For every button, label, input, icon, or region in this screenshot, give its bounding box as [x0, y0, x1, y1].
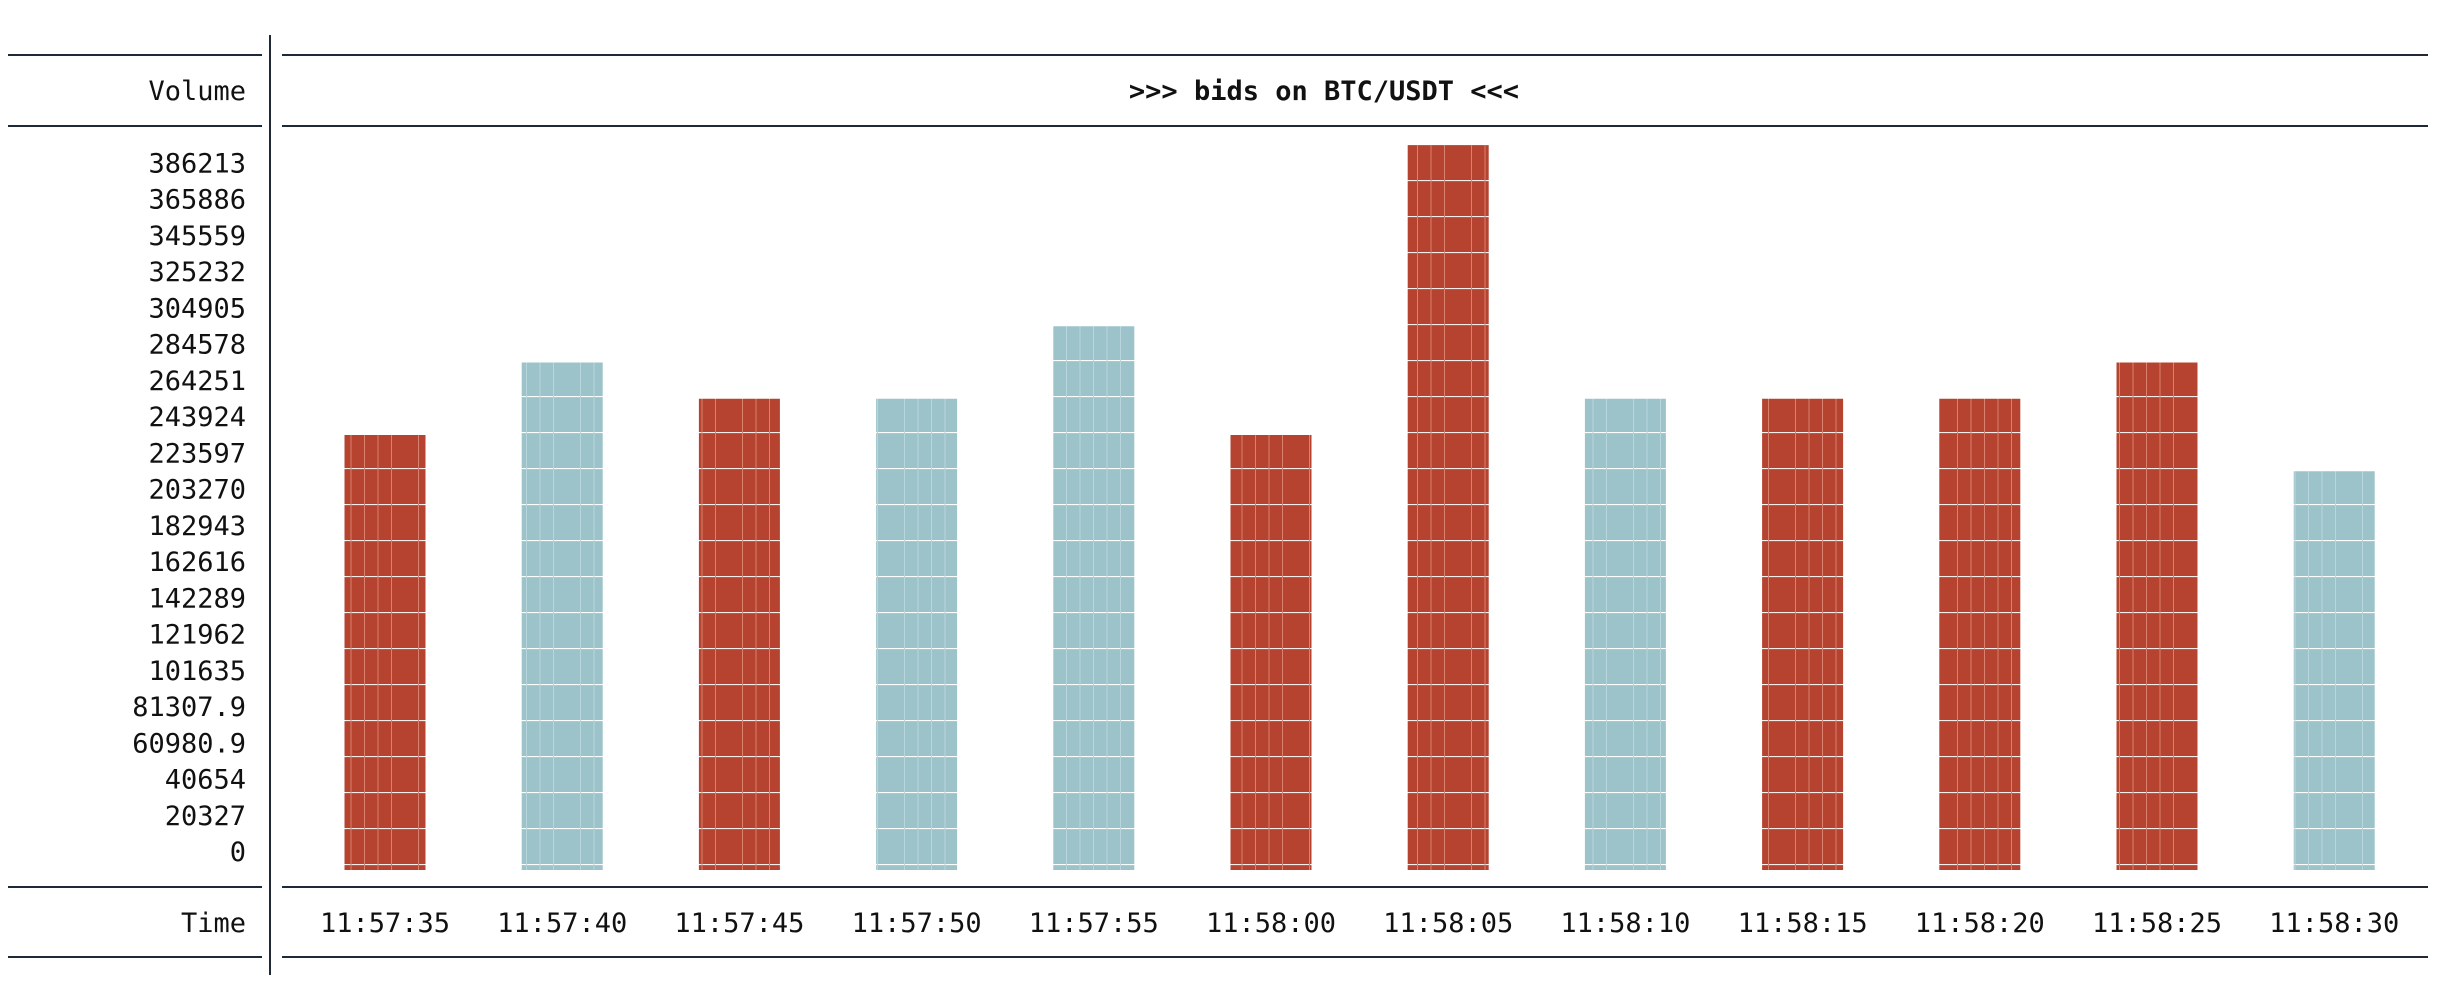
bar [1407, 145, 1489, 870]
y-tick-label: 60980.9 [132, 728, 246, 759]
y-tick-label: 20327 [165, 801, 246, 832]
bar [1230, 435, 1312, 870]
y-tick-label: 162616 [148, 547, 246, 578]
bar [2116, 362, 2198, 870]
x-tick-label: 11:58:00 [1206, 908, 1336, 939]
y-tick-label: 121962 [148, 620, 246, 651]
x-tick-label: 11:57:45 [674, 908, 804, 939]
chart-title: >>> bids on BTC/USDT <<< [1129, 76, 1519, 107]
y-tick-label: 264251 [148, 366, 246, 397]
y-tick-label: 386213 [148, 148, 246, 179]
y-tick-label: 223597 [148, 438, 246, 469]
bar [1053, 326, 1135, 870]
bar [698, 398, 780, 870]
x-tick-label: 11:57:55 [1029, 908, 1159, 939]
y-tick-label: 304905 [148, 293, 246, 324]
bar [521, 362, 603, 870]
y-tick-label: 40654 [165, 765, 246, 796]
x-axis-label: Time [181, 908, 246, 939]
y-tick-label: 81307.9 [132, 692, 246, 723]
x-tick-label: 11:58:25 [2092, 908, 2222, 939]
bar [1762, 398, 1844, 870]
x-tick-label: 11:58:05 [1383, 908, 1513, 939]
x-tick-label: 11:57:40 [497, 908, 627, 939]
y-tick-label: 365886 [148, 185, 246, 216]
y-tick-label: 284578 [148, 330, 246, 361]
bar [344, 435, 426, 870]
y-tick-label: 243924 [148, 402, 246, 433]
y-tick-labels: 386213 365886 345559 325232 304905 284578 2642… [132, 148, 246, 868]
y-tick-label: 0 [230, 837, 246, 868]
y-tick-label: 182943 [148, 511, 246, 542]
y-tick-label: 142289 [148, 583, 246, 614]
x-tick-label: 11:57:35 [320, 908, 450, 939]
x-tick-label: 11:58:20 [1915, 908, 2045, 939]
x-tick-label: 11:58:15 [1738, 908, 1868, 939]
bars [344, 145, 2375, 870]
y-axis-label: Volume [148, 76, 246, 107]
x-tick-label: 11:57:50 [852, 908, 982, 939]
y-tick-label: 345559 [148, 221, 246, 252]
bar [2293, 471, 2375, 870]
x-tick-labels: 11:57:35 11:57:40 11:57:45 11:57:50 11:57:55… [320, 908, 2399, 939]
bar [1584, 398, 1666, 870]
x-tick-label: 11:58:30 [2269, 908, 2399, 939]
y-tick-label: 203270 [148, 475, 246, 506]
x-tick-label: 11:58:10 [1560, 908, 1690, 939]
y-tick-label: 101635 [148, 656, 246, 687]
y-tick-label: 325232 [148, 257, 246, 288]
frame-rules [8, 35, 2428, 975]
bar [1939, 398, 2021, 870]
bar [876, 398, 958, 870]
